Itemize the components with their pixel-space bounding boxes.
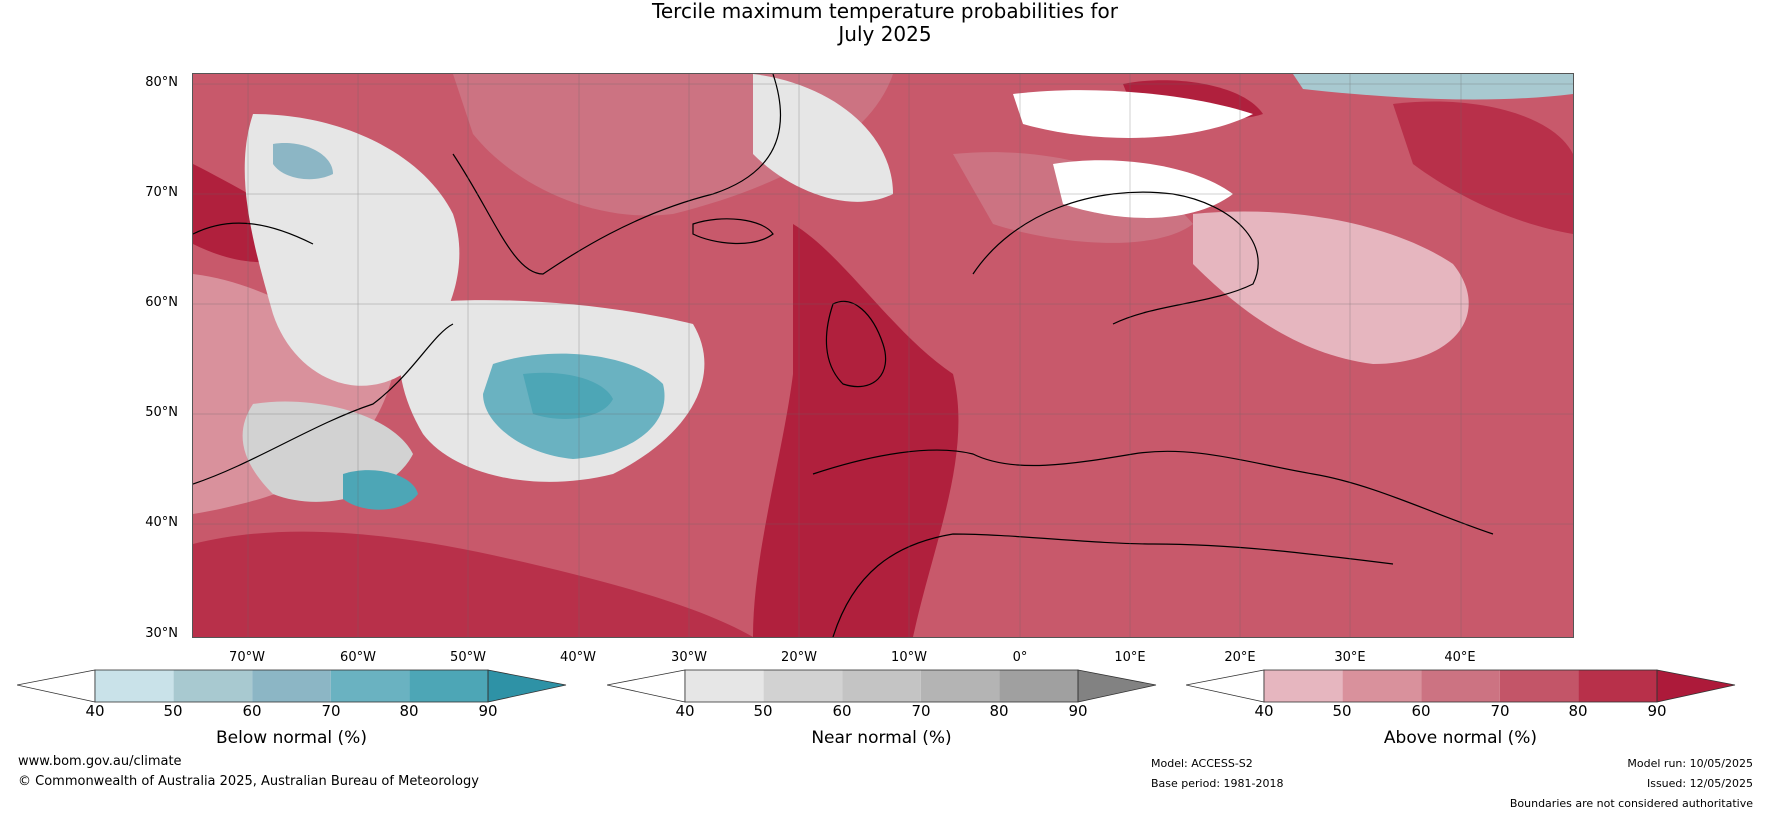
colorbar-near-extend-high bbox=[1077, 669, 1157, 703]
lon-label-60w: 60°W bbox=[340, 650, 376, 665]
coastline-iceland bbox=[692, 218, 774, 244]
lat-label-70n: 70°N bbox=[145, 185, 178, 200]
lat-label-60n: 60°N bbox=[145, 295, 178, 310]
cb-above-tick-60: 60 bbox=[1411, 702, 1431, 720]
colorbar-below-bin-80-90 bbox=[409, 670, 488, 702]
colorbar-above-bin-50-60 bbox=[1342, 670, 1422, 702]
deep-red-northeast bbox=[1393, 101, 1573, 234]
title-line-1: Tercile maximum temperature probabilitie… bbox=[652, 0, 1118, 23]
lat-label-30n: 30°N bbox=[145, 626, 178, 641]
footer-model: Model: ACCESS-S2 bbox=[1151, 757, 1253, 770]
below-normal-baffin bbox=[273, 143, 333, 180]
cb-below-tick-40: 40 bbox=[85, 702, 105, 720]
colorbar-above-normal bbox=[1186, 669, 1736, 703]
colorbar-near-bin-40-50 bbox=[685, 670, 764, 702]
title-line-2: July 2025 bbox=[838, 22, 932, 46]
lat-label-80n: 80°N bbox=[145, 75, 178, 90]
colorbar-below-extend-high bbox=[487, 669, 567, 703]
lon-label-0: 0° bbox=[1012, 650, 1028, 665]
cb-below-tick-90: 90 bbox=[478, 702, 498, 720]
colorbar-below-bin-70-80 bbox=[330, 670, 410, 702]
cb-above-tick-50: 50 bbox=[1332, 702, 1352, 720]
colorbar-near-bin-60-70 bbox=[842, 670, 921, 702]
below-normal-arctic bbox=[1293, 74, 1573, 100]
footer-website: www.bom.gov.au/climate bbox=[18, 754, 182, 769]
colorbar-above-extend-high bbox=[1656, 669, 1736, 703]
map-title: Tercile maximum temperature probabilitie… bbox=[0, 0, 1770, 46]
lon-label-30w: 30°W bbox=[671, 650, 707, 665]
footer-copyright: © Commonwealth of Australia 2025, Austra… bbox=[18, 774, 479, 789]
footer-disclaimer: Boundaries are not considered authoritat… bbox=[1509, 797, 1753, 810]
cb-below-tick-70: 70 bbox=[321, 702, 341, 720]
near-normal-greenland-east bbox=[753, 74, 893, 202]
cb-near-title: Near normal (%) bbox=[811, 728, 952, 748]
colorbar-above-bin-40-50 bbox=[1264, 670, 1343, 702]
probability-map bbox=[192, 73, 1574, 638]
deep-red-central-atlantic bbox=[753, 224, 959, 637]
footer-issued: Issued: 12/05/2025 bbox=[1646, 777, 1753, 790]
cb-near-tick-60: 60 bbox=[832, 702, 852, 720]
lon-label-10w: 10°W bbox=[891, 650, 927, 665]
cb-near-tick-70: 70 bbox=[911, 702, 931, 720]
colorbar-near-bin-50-60 bbox=[763, 670, 843, 702]
footer-model-run: Model run: 10/05/2025 bbox=[1627, 757, 1753, 770]
colorbar-near-extend-low bbox=[607, 669, 686, 703]
map-canvas bbox=[193, 74, 1573, 637]
coastline-greenland bbox=[452, 74, 781, 275]
white-scandinavia bbox=[1053, 160, 1233, 218]
below-normal-core bbox=[523, 372, 613, 419]
below-normal-newfoundland bbox=[343, 470, 418, 510]
colorbar-near-bin-80-90 bbox=[999, 670, 1078, 702]
cb-above-tick-80: 80 bbox=[1568, 702, 1588, 720]
lon-label-40w: 40°W bbox=[560, 650, 596, 665]
coastline-north-america bbox=[193, 222, 454, 485]
near-normal-baffin bbox=[244, 114, 460, 386]
cb-above-tick-70: 70 bbox=[1490, 702, 1510, 720]
lon-label-70w: 70°W bbox=[229, 650, 265, 665]
cb-below-tick-80: 80 bbox=[399, 702, 419, 720]
cb-near-tick-80: 80 bbox=[989, 702, 1009, 720]
white-arctic bbox=[1013, 90, 1253, 138]
coastline-mediterranean bbox=[812, 449, 1494, 535]
lon-label-20w: 20°W bbox=[781, 650, 817, 665]
cb-below-title: Below normal (%) bbox=[216, 728, 367, 748]
colorbar-below-bin-50-60 bbox=[173, 670, 253, 702]
colorbar-near-bin-70-80 bbox=[920, 670, 1000, 702]
graticule bbox=[193, 74, 1573, 637]
cb-above-tick-40: 40 bbox=[1254, 702, 1274, 720]
deep-red-southwest bbox=[193, 531, 753, 637]
cb-below-tick-50: 50 bbox=[163, 702, 183, 720]
coastline-britain bbox=[825, 300, 887, 388]
cb-above-title: Above normal (%) bbox=[1383, 728, 1538, 748]
footer-base-period: Base period: 1981-2018 bbox=[1151, 777, 1284, 790]
lon-label-20e: 20°E bbox=[1224, 650, 1256, 665]
pink-scandinavia bbox=[1193, 211, 1469, 364]
lon-label-30e: 30°E bbox=[1334, 650, 1366, 665]
colorbar-near-normal bbox=[607, 669, 1157, 703]
lat-label-40n: 40°N bbox=[145, 515, 178, 530]
lon-label-50w: 50°W bbox=[450, 650, 486, 665]
colorbar-above-extend-low bbox=[1186, 669, 1265, 703]
lon-label-10e: 10°E bbox=[1114, 650, 1146, 665]
lon-label-40e: 40°E bbox=[1444, 650, 1476, 665]
colorbar-above-bin-70-80 bbox=[1499, 670, 1579, 702]
cb-near-tick-90: 90 bbox=[1068, 702, 1088, 720]
colorbar-below-bin-60-70 bbox=[252, 670, 331, 702]
colorbar-above-bin-80-90 bbox=[1578, 670, 1657, 702]
colorbar-above-bin-60-70 bbox=[1421, 670, 1500, 702]
coastline-scandinavia bbox=[972, 191, 1259, 325]
cb-below-tick-60: 60 bbox=[242, 702, 262, 720]
colorbar-below-bin-40-50 bbox=[95, 670, 174, 702]
lat-label-50n: 50°N bbox=[145, 405, 178, 420]
coastline-north-africa bbox=[832, 533, 1394, 637]
colorbar-below-normal bbox=[17, 669, 567, 703]
cb-near-tick-40: 40 bbox=[675, 702, 695, 720]
cb-near-tick-50: 50 bbox=[753, 702, 773, 720]
colorbar-below-extend-low bbox=[17, 669, 96, 703]
cb-above-tick-90: 90 bbox=[1647, 702, 1667, 720]
